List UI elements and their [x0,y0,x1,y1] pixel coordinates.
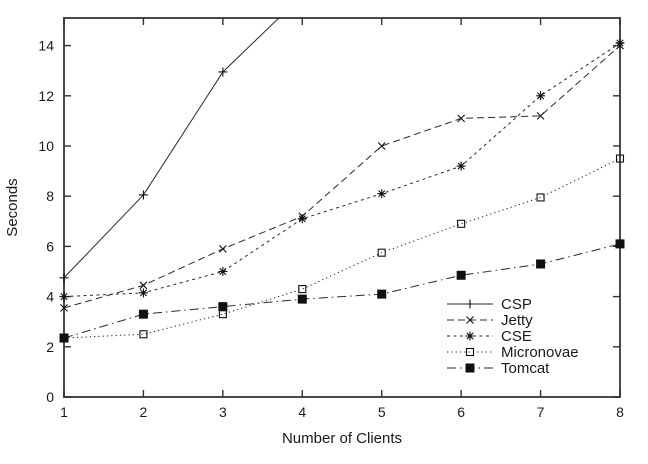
y-tick-label: 14 [38,38,54,54]
y-tick-label: 12 [38,88,54,104]
marker-cse [456,161,466,171]
series-cse [64,42,620,298]
marker-csp [138,190,148,200]
legend-item-csp: CSP [447,296,532,313]
y-tick-label: 6 [46,238,54,254]
legend-item-micronovae: Micronovae [447,344,579,361]
marker-jetty [60,304,68,312]
series-csp [64,18,280,279]
y-axis-label: Seconds [4,178,21,236]
marker-cse [377,189,387,199]
marker-micronovae [218,310,227,319]
marker-micronovae [139,330,148,339]
y-tick-label: 0 [46,389,54,405]
legend-label-cse: CSE [501,328,532,345]
series-markers-tomcat [59,239,625,343]
plot-border [63,17,621,398]
series-jetty [64,45,620,309]
y-tick-label: 10 [38,138,54,154]
marker-jetty [377,142,386,150]
legend-marker-jetty [466,316,474,324]
marker-csp [218,67,228,77]
marker-cse [138,288,148,298]
series-markers-cse [59,38,625,302]
marker-jetty [536,111,545,120]
legend-label-micronovae: Micronovae [501,344,579,361]
x-tick-label: 4 [298,404,306,420]
y-tick-label: 8 [46,188,54,204]
marker-tomcat [297,294,307,304]
marker-micronovae [298,285,307,294]
legend-marker-tomcat [465,363,475,373]
marker-cse [615,38,625,48]
marker-jetty [139,281,148,290]
marker-micronovae [457,219,466,228]
marker-cse [59,292,69,302]
marker-tomcat [377,289,387,299]
y-tick-label: 4 [46,289,54,305]
legend-marker-micronovae [465,347,475,357]
marker-micronovae [615,154,625,163]
legend-item-tomcat: Tomcat [447,360,550,377]
series-line-cse [64,42,620,298]
x-tick-label: 3 [219,404,227,420]
series-line-tomcat [64,243,620,339]
marker-tomcat [536,259,546,269]
series-line-jetty [64,45,620,309]
marker-tomcat [456,270,466,280]
legend-item-jetty: Jetty [447,312,533,329]
y-tick-label: 2 [46,339,54,355]
legend-label-tomcat: Tomcat [501,360,550,377]
marker-tomcat [218,302,228,312]
marker-micronovae [377,248,386,257]
series-tomcat [64,243,620,339]
series-line-micronovae [64,158,620,339]
marker-jetty [218,245,227,253]
marker-tomcat [59,333,69,343]
x-axis-label: Number of Clients [282,430,402,447]
legend-label-jetty: Jetty [501,312,533,329]
series-markers-csp [59,67,228,283]
marker-jetty [457,114,466,123]
series-line-csp [64,18,280,279]
legend-label-csp: CSP [501,296,532,313]
marker-tomcat [615,239,625,249]
marker-cse [218,267,228,277]
marker-micronovae [536,193,545,202]
x-tick-label: 1 [60,404,68,420]
x-tick-label: 5 [378,404,386,420]
legend-item-cse: CSE [447,328,532,345]
x-tick-label: 6 [457,404,465,420]
marker-csp [59,273,69,283]
marker-cse [536,91,546,101]
legend-marker-csp [465,299,475,309]
legend-marker-cse [465,331,475,341]
marker-tomcat [138,309,148,319]
series-micronovae [64,158,620,339]
x-tick-label: 2 [140,404,148,420]
x-tick-label: 7 [537,404,545,420]
marker-cse [297,214,307,224]
x-tick-label: 8 [616,404,624,420]
